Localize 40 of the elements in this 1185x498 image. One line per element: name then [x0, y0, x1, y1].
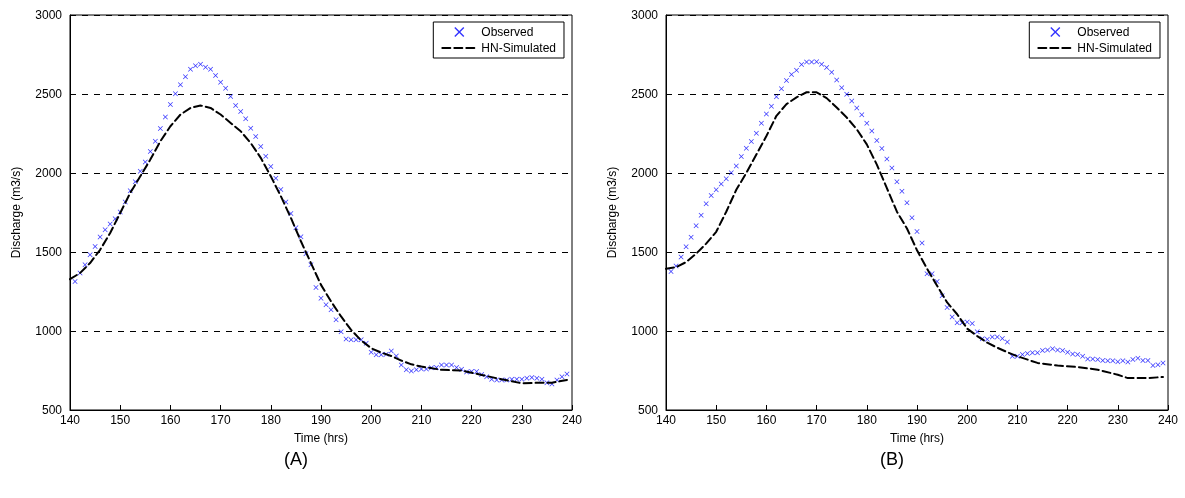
x-tick-label: 200 — [361, 413, 382, 427]
x-tick-label: 220 — [1057, 413, 1078, 427]
y-axis-title: Discharge (m3/s) — [605, 166, 619, 259]
y-tick-label: 1000 — [35, 324, 63, 338]
x-tick-label: 210 — [1007, 413, 1028, 427]
x-tick-label: 170 — [210, 413, 231, 427]
y-tick-label: 2500 — [631, 87, 659, 101]
x-tick-label: 180 — [856, 413, 878, 427]
x-tick-label: 160 — [756, 413, 777, 427]
x-tick-label: 200 — [957, 413, 978, 427]
x-tick-label: 150 — [706, 413, 727, 427]
y-tick-label: 2000 — [631, 166, 659, 180]
text: (A) — [284, 449, 308, 469]
y-tick-label: 3000 — [631, 8, 659, 22]
x-tick-label: 180 — [260, 413, 282, 427]
y-axis-title: Discharge (m3/s) — [9, 166, 23, 259]
x-tick-label: 190 — [310, 413, 332, 427]
x-axis-title: Time (hrs) — [889, 431, 945, 445]
x-tick-label: 220 — [461, 413, 482, 427]
text: (B) — [880, 449, 904, 469]
y-tick-label: 3000 — [35, 8, 63, 22]
x-tick-label: 230 — [511, 413, 533, 427]
legend-label: HN-Simulated — [1077, 41, 1153, 55]
x-tick-label: 190 — [906, 413, 928, 427]
x-tick-label: 160 — [160, 413, 181, 427]
x-tick-label: 150 — [110, 413, 131, 427]
y-tick-label: 1000 — [631, 324, 659, 338]
legend-label: Observed — [1077, 25, 1130, 39]
x-tick-label: 210 — [411, 413, 432, 427]
y-tick-label: 2000 — [35, 166, 63, 180]
y-tick-label: 1500 — [35, 245, 63, 259]
x-tick-label: 240 — [561, 413, 583, 427]
legend-label: HN-Simulated — [481, 41, 557, 55]
x-tick-label: 230 — [1107, 413, 1129, 427]
x-tick-label: 170 — [806, 413, 827, 427]
x-tick-label: 240 — [1157, 413, 1179, 427]
y-tick-label: 2500 — [35, 87, 63, 101]
legend-label: Observed — [481, 25, 534, 39]
y-tick-label: 1500 — [631, 245, 659, 259]
x-axis-title: Time (hrs) — [293, 431, 349, 445]
